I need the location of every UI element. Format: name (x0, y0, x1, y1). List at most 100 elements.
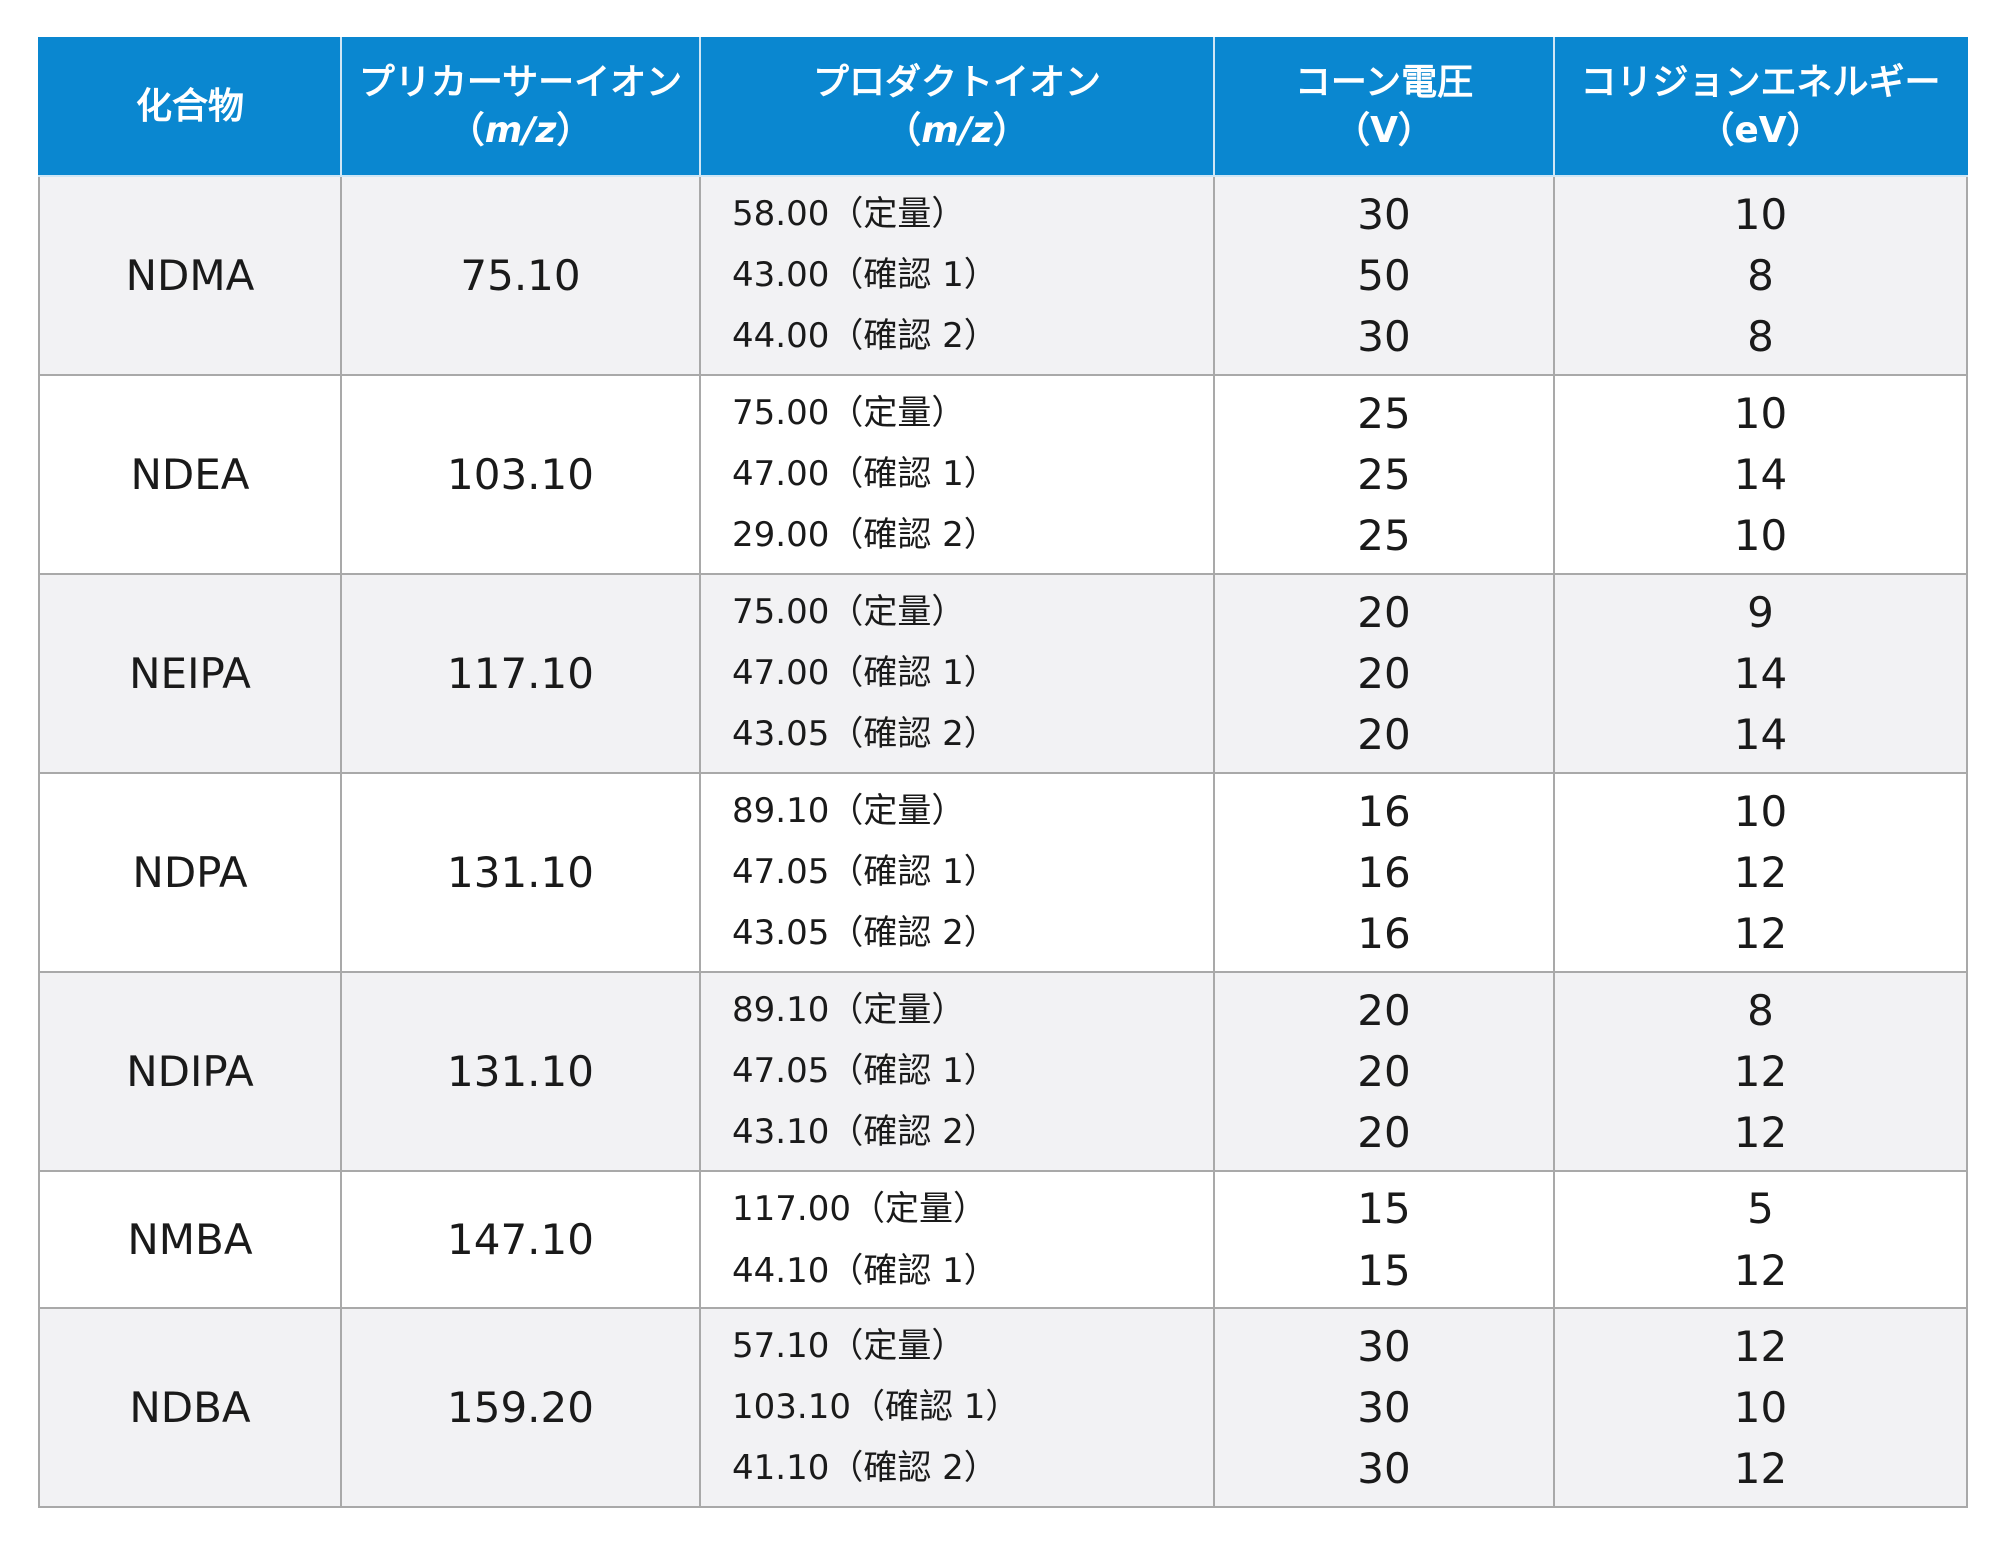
collision-energy-value: 5 (1747, 1183, 1774, 1233)
product-ion-value: 43.05（確認 2） (732, 913, 998, 953)
collision-energy-value: 12 (1733, 1047, 1788, 1096)
collision-energy-value: 8 (1747, 986, 1774, 1035)
cone-voltage-cell: 15 15 (1213, 1170, 1555, 1309)
table-row: NDPA 131.10 89.10（定量） 47.05（確認 1） 43.05（確認 2… (38, 772, 1968, 973)
product-ion-value: 58.00（定量） (732, 194, 966, 234)
product-ion-value: 103.10（確認 1） (732, 1387, 1020, 1427)
product-ion-value: 43.00（確認 1） (732, 255, 998, 295)
header-cone-unit: （V） (1334, 110, 1434, 151)
product-ion-cell: 89.10（定量） 47.05（確認 1） 43.10（確認 2） (699, 971, 1215, 1172)
cone-voltage-value: 16 (1357, 787, 1411, 836)
collision-energy-value: 12 (1733, 909, 1788, 958)
cone-voltage-value: 30 (1357, 190, 1411, 239)
cone-voltage-value: 50 (1357, 251, 1411, 300)
collision-energy-cell: 8 12 12 (1553, 971, 1968, 1172)
compound-cell: NDEA (38, 374, 342, 575)
cone-voltage-value: 15 (1357, 1183, 1411, 1233)
product-ion-value: 89.10（定量） (732, 791, 966, 831)
header-precursor-label: プリカーサーイオン (358, 62, 683, 103)
collision-energy-value: 10 (1733, 511, 1788, 560)
header-compound-label: 化合物 (135, 86, 244, 127)
table-body: NDMA 75.10 58.00（定量） 43.00（確認 1） 44.00（確認 2）… (38, 175, 1968, 1508)
product-ion-value: 44.00（確認 2） (732, 316, 998, 356)
cone-voltage-value: 20 (1357, 649, 1411, 698)
precursor-ion-cell: 103.10 (340, 374, 701, 575)
cone-voltage-value: 30 (1357, 1444, 1411, 1493)
collision-energy-cell: 5 12 (1553, 1170, 1968, 1309)
collision-energy-cell: 10 12 12 (1553, 772, 1968, 973)
product-ion-cell: 89.10（定量） 47.05（確認 1） 43.05（確認 2） (699, 772, 1215, 973)
collision-energy-value: 9 (1747, 588, 1774, 637)
cone-voltage-value: 20 (1357, 1108, 1411, 1157)
collision-energy-value: 12 (1733, 848, 1788, 897)
product-ion-value: 47.05（確認 1） (732, 1051, 998, 1091)
cone-voltage-cell: 16 16 16 (1213, 772, 1555, 973)
product-ion-cell: 117.00（定量） 44.10（確認 1） (699, 1170, 1215, 1309)
header-product-label: プロダクトイオン (812, 62, 1101, 103)
cone-voltage-value: 16 (1357, 848, 1411, 897)
header-collision-energy: コリジョンエネルギー （eV） (1553, 37, 1968, 177)
header-precursor-unit: （m/z） (448, 110, 593, 151)
compound-cell: NDPA (38, 772, 342, 973)
table-row: NDBA 159.20 57.10（定量） 103.10（確認 1） 41.10（確認 … (38, 1307, 1968, 1508)
cone-voltage-value: 15 (1357, 1245, 1411, 1295)
collision-energy-value: 8 (1747, 251, 1774, 300)
precursor-ion-cell: 147.10 (340, 1170, 701, 1309)
compound-cell: NMBA (38, 1170, 342, 1309)
precursor-ion-cell: 131.10 (340, 971, 701, 1172)
product-ion-value: 47.05（確認 1） (732, 852, 998, 892)
header-compound: 化合物 (38, 37, 342, 177)
product-ion-cell: 75.00（定量） 47.00（確認 1） 43.05（確認 2） (699, 573, 1215, 774)
product-ion-value: 29.00（確認 2） (732, 515, 998, 555)
cone-voltage-value: 20 (1357, 1047, 1411, 1096)
product-ion-cell: 75.00（定量） 47.00（確認 1） 29.00（確認 2） (699, 374, 1215, 575)
cone-voltage-cell: 25 25 25 (1213, 374, 1555, 575)
cone-voltage-value: 30 (1357, 312, 1411, 361)
cone-voltage-value: 30 (1357, 1383, 1411, 1432)
collision-energy-value: 12 (1733, 1444, 1788, 1493)
product-ion-value: 75.00（定量） (732, 592, 966, 632)
collision-energy-value: 14 (1733, 450, 1788, 499)
collision-energy-value: 10 (1733, 787, 1788, 836)
precursor-ion-cell: 117.10 (340, 573, 701, 774)
cone-voltage-value: 16 (1357, 909, 1411, 958)
cone-voltage-cell: 30 50 30 (1213, 175, 1555, 376)
collision-energy-cell: 10 8 8 (1553, 175, 1968, 376)
collision-energy-value: 14 (1733, 649, 1788, 698)
compound-cell: NDMA (38, 175, 342, 376)
table-row: NDIPA 131.10 89.10（定量） 47.05（確認 1） 43.10（確認 … (38, 971, 1968, 1172)
cone-voltage-value: 30 (1357, 1322, 1411, 1371)
cone-voltage-cell: 20 20 20 (1213, 573, 1555, 774)
precursor-ion-cell: 159.20 (340, 1307, 701, 1508)
table-header: 化合物 プリカーサーイオン （m/z） プロダクトイオン （m/z） コーン電圧… (38, 37, 1968, 177)
collision-energy-cell: 10 14 10 (1553, 374, 1968, 575)
header-product-unit: （m/z） (885, 110, 1029, 151)
product-ion-value: 117.00（定量） (732, 1188, 987, 1229)
header-energy-label: コリジョンエネルギー (1580, 62, 1941, 103)
table-row: NEIPA 117.10 75.00（定量） 47.00（確認 1） 43.05（確認 … (38, 573, 1968, 774)
cone-voltage-value: 20 (1357, 710, 1411, 759)
product-ion-value: 41.10（確認 2） (732, 1448, 998, 1488)
product-ion-value: 75.00（定量） (732, 393, 966, 433)
cone-voltage-value: 20 (1357, 588, 1411, 637)
table-row: NDMA 75.10 58.00（定量） 43.00（確認 1） 44.00（確認 2）… (38, 175, 1968, 376)
product-ion-value: 43.10（確認 2） (732, 1112, 998, 1152)
cone-voltage-value: 25 (1357, 389, 1411, 438)
collision-energy-value: 12 (1733, 1322, 1788, 1371)
precursor-ion-cell: 131.10 (340, 772, 701, 973)
cone-voltage-cell: 20 20 20 (1213, 971, 1555, 1172)
product-ion-value: 47.00（確認 1） (732, 454, 998, 494)
cone-voltage-value: 20 (1357, 986, 1411, 1035)
compound-cell: NEIPA (38, 573, 342, 774)
collision-energy-value: 12 (1733, 1245, 1788, 1295)
product-ion-value: 43.05（確認 2） (732, 714, 998, 754)
product-ion-value: 47.00（確認 1） (732, 653, 998, 693)
compound-cell: NDIPA (38, 971, 342, 1172)
header-energy-unit: （eV） (1698, 110, 1823, 151)
header-cone-voltage: コーン電圧 （V） (1213, 37, 1555, 177)
cone-voltage-value: 25 (1357, 511, 1411, 560)
table-row: NDEA 103.10 75.00（定量） 47.00（確認 1） 29.00（確認 2… (38, 374, 1968, 575)
header-precursor: プリカーサーイオン （m/z） (340, 37, 701, 177)
collision-energy-value: 12 (1733, 1108, 1788, 1157)
collision-energy-cell: 9 14 14 (1553, 573, 1968, 774)
